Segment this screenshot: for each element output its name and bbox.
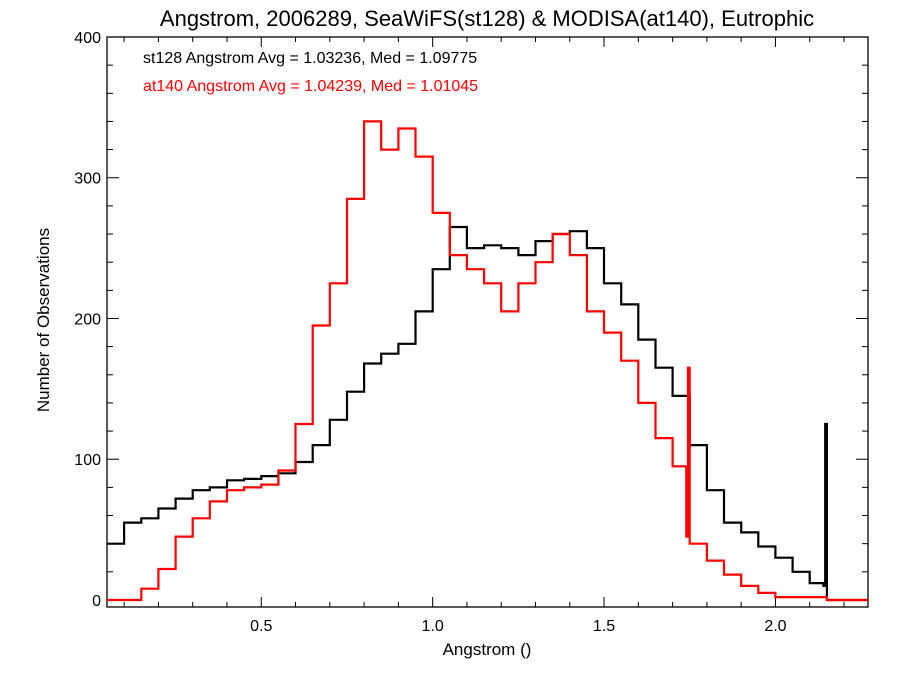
- x-tick-label: 1.5: [593, 618, 615, 635]
- y-tick-label: 0: [92, 593, 101, 610]
- y-tick-label: 400: [74, 30, 101, 47]
- y-tick-label: 300: [74, 171, 101, 188]
- annotation-st128: st128 Angstrom Avg = 1.03236, Med = 1.09…: [143, 50, 477, 67]
- at140-histogram-line: [107, 120, 868, 602]
- y-tick-label: 100: [74, 452, 101, 469]
- x-axis-label: Angstrom (): [443, 640, 532, 659]
- y-tick-label: 200: [74, 311, 101, 328]
- x-tick-label: 0.5: [250, 618, 272, 635]
- plot-frame: [106, 36, 869, 608]
- y-axis-label: Number of Observations: [34, 228, 53, 412]
- x-tick-label: 1.0: [422, 618, 444, 635]
- x-tick-label: 2.0: [764, 618, 786, 635]
- annotation-at140: at140 Angstrom Avg = 1.04239, Med = 1.01…: [143, 78, 478, 95]
- chart-title: Angstrom, 2006289, SeaWiFS(st128) & MODI…: [160, 6, 814, 31]
- st128-histogram-line: [107, 225, 868, 602]
